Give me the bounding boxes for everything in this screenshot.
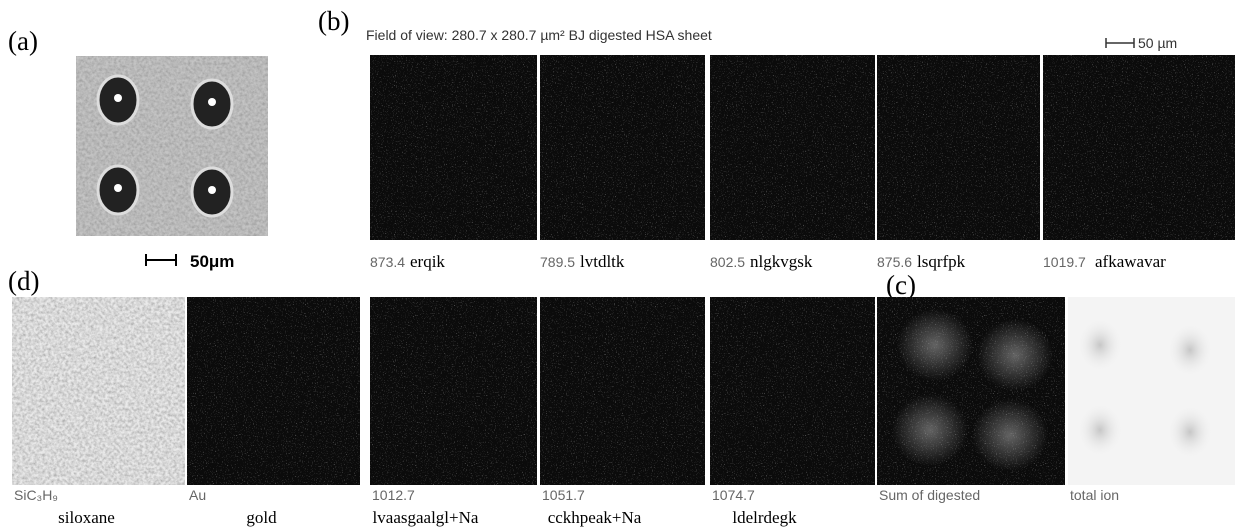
peptide-label: lsqrfpk	[917, 252, 966, 271]
ion-cluster	[977, 319, 1053, 391]
peptide-label: erqik	[410, 252, 445, 271]
panel-label: (d)	[8, 266, 39, 296]
ion-speckle	[187, 297, 360, 485]
mass-label: SiC₃H₉	[14, 487, 58, 503]
spot	[114, 94, 122, 102]
mass-label: 789.5	[540, 254, 575, 270]
panel-label: (a)	[8, 26, 38, 56]
ion-cluster	[972, 399, 1048, 471]
ion-speckle	[1043, 55, 1235, 240]
ion-blob	[1078, 404, 1122, 456]
ion-speckle	[370, 55, 537, 240]
mass-label: 875.6	[877, 254, 912, 270]
panel-label: (c)	[886, 270, 916, 300]
caption: total ion	[1070, 487, 1119, 503]
peptide-label: cckhpeak+Na	[548, 508, 642, 527]
scale-label: 50μm	[190, 252, 234, 271]
peptide-label: gold	[246, 508, 277, 527]
ion-speckle	[540, 297, 705, 485]
mass-label: Au	[189, 487, 206, 503]
peptide-label: ldelrdegk	[732, 508, 797, 527]
caption: Sum of digested	[879, 487, 980, 503]
ion-cluster	[892, 394, 968, 466]
peptide-label: afkawavar	[1095, 252, 1166, 271]
peptide-label: nlgkvgsk	[750, 252, 813, 271]
header: Field of view: 280.7 x 280.7 µm² BJ dige…	[366, 27, 712, 43]
ion-speckle	[877, 55, 1040, 240]
peptide-label: lvtdltk	[580, 252, 625, 271]
spot	[208, 98, 216, 106]
peptide-label: lvaasgaalgl+Na	[373, 508, 479, 527]
peptide-label: siloxane	[58, 508, 115, 527]
ion-cluster	[897, 309, 973, 381]
spot	[114, 184, 122, 192]
ion-speckle	[370, 297, 537, 485]
figure: (a) 50μm (b) Field of view: 280.7 x 280.…	[0, 0, 1245, 529]
panel-label: (b)	[318, 6, 349, 36]
scale-bar	[146, 254, 176, 266]
scale-bar	[1106, 38, 1134, 48]
ion-speckle	[710, 55, 875, 240]
mass-label: 1051.7	[542, 487, 585, 503]
mass-label: 802.5	[710, 254, 745, 270]
mass-label: 873.4	[370, 254, 405, 270]
scale-label: 50 µm	[1138, 35, 1177, 51]
ion-blob	[1168, 406, 1212, 458]
ion-speckle	[710, 297, 875, 485]
ion-texture	[12, 297, 185, 485]
mass-label: 1074.7	[712, 487, 755, 503]
mass-label: 1019.7	[1043, 254, 1086, 270]
ion-speckle	[540, 55, 705, 240]
ion-blob	[1168, 324, 1212, 376]
ion-blob	[1078, 319, 1122, 371]
page: (a) 50μm (b) Field of view: 280.7 x 280.…	[0, 0, 1245, 529]
image-row: 873.4 erqik 789.5 lvtdltk 802.5 nlgkvgsk 875.6…	[370, 55, 1235, 271]
spot	[208, 186, 216, 194]
mass-label: 1012.7	[372, 487, 415, 503]
